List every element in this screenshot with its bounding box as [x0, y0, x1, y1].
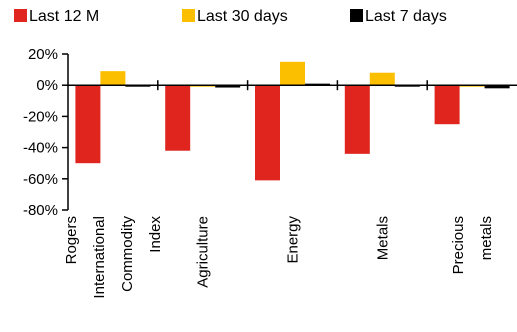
- bar-1-4: [344, 85, 370, 154]
- x-category-label: International: [91, 216, 108, 299]
- bar-3-5: [484, 85, 510, 89]
- x-category-label: Metals: [374, 216, 391, 260]
- y-tick-label: -20%: [23, 108, 58, 125]
- y-tick-label: 20%: [28, 46, 58, 63]
- legend-swatch-2: [182, 9, 195, 22]
- x-category-label: Agriculture: [195, 216, 212, 288]
- x-category-label: Rogers: [63, 216, 80, 264]
- x-category-label: Commodity: [119, 216, 136, 292]
- bar-1-1: [75, 85, 101, 164]
- legend-label-2: Last 30 days: [197, 8, 288, 25]
- y-tick-label: -80%: [23, 202, 58, 219]
- legend-swatch-1: [14, 9, 27, 22]
- bar-2-3: [280, 61, 305, 86]
- y-tick-label: -40%: [23, 140, 58, 157]
- bar-1-2: [165, 85, 191, 151]
- legend-swatch-3: [350, 9, 363, 22]
- x-category-label: Energy: [285, 216, 302, 264]
- bar-1-3: [255, 85, 280, 181]
- x-category-label: Index: [147, 216, 164, 253]
- bar-3-2: [215, 85, 241, 88]
- x-category-label: Precious: [450, 216, 467, 274]
- bar-3-3: [305, 83, 330, 86]
- bar-2-4: [369, 72, 395, 86]
- y-tick-label: 0%: [36, 77, 58, 94]
- y-tick-label: -60%: [23, 171, 58, 188]
- bar-2-1: [100, 71, 126, 86]
- legend-label-3: Last 7 days: [365, 8, 447, 25]
- x-category-label: metals: [478, 216, 495, 260]
- legend-label-1: Last 12 M: [29, 8, 99, 25]
- bar-1-5: [434, 85, 460, 125]
